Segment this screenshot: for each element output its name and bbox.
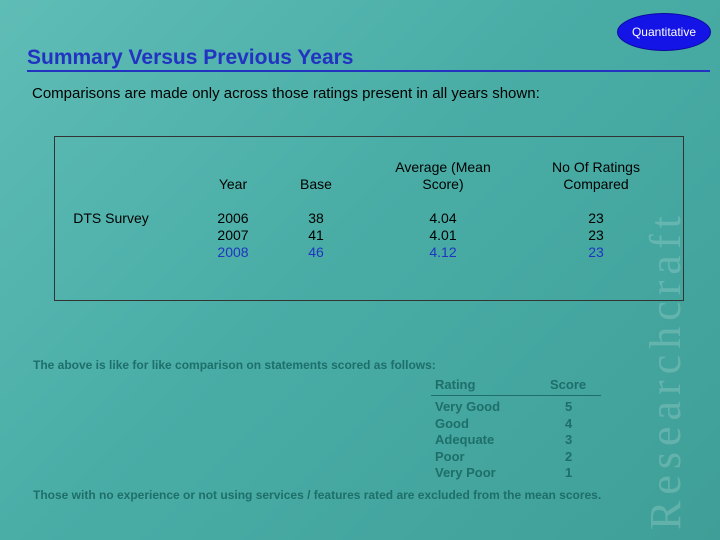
scale-rating: Adequate	[435, 432, 495, 447]
scale-score: 1	[565, 465, 573, 480]
table-row-ratings: 23	[588, 244, 604, 260]
row-label: DTS Survey	[73, 210, 149, 226]
quantitative-badge: Quantitative	[617, 13, 711, 51]
scale-rating: Poor	[435, 448, 465, 464]
summary-table: DTS Survey Year Base Average (Mean Score…	[54, 136, 684, 301]
table-row-base: 46	[308, 244, 324, 260]
scale-score-header: Score	[550, 377, 587, 392]
scale-score: 3	[565, 432, 573, 447]
scale-rating: Good	[435, 415, 469, 431]
header-ratings: No Of Ratings Compared	[552, 159, 640, 192]
scale-rating-header: Rating	[435, 377, 476, 392]
table-row-year: 2008	[217, 244, 249, 260]
page-title: Summary Versus Previous Years	[27, 46, 354, 69]
table-row-ratings: 23	[588, 210, 604, 226]
table-row-base: 41	[308, 227, 324, 243]
header-year: Year	[218, 176, 248, 192]
scale-header-divider	[431, 395, 601, 396]
header-base: Base	[300, 176, 332, 192]
title-underline	[27, 70, 710, 72]
footnote: Those with no experience or not using se…	[33, 488, 602, 502]
table-row-year: 2007	[217, 227, 249, 243]
scale-intro: The above is like for like comparison on…	[33, 358, 436, 372]
table-row-average: 4.12	[429, 244, 457, 260]
table-row-ratings: 23	[588, 227, 604, 243]
header-average: Average (Mean Score)	[395, 159, 491, 192]
table-row-base: 38	[308, 210, 324, 226]
scale-rating: Very Good	[435, 399, 501, 414]
table-row-average: 4.04	[429, 210, 457, 226]
scale-score: 4	[565, 415, 573, 431]
scale-score: 5	[565, 399, 573, 414]
scale-score: 2	[565, 448, 573, 464]
subtitle: Comparisons are made only across those r…	[32, 85, 540, 102]
table-row-year: 2006	[217, 210, 249, 226]
scale-rating: Very Poor	[435, 465, 496, 480]
table-row-average: 4.01	[429, 227, 457, 243]
